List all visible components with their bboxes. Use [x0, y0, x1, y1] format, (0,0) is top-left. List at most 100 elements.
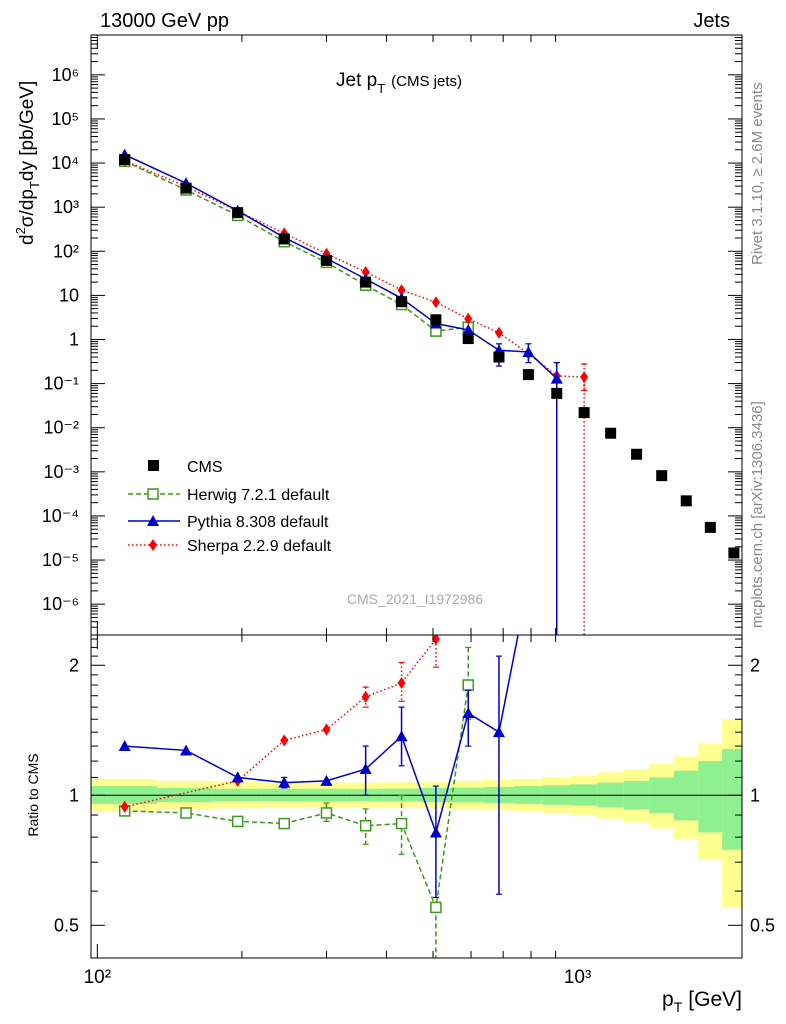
y-tick-label: 10⁵ — [52, 109, 79, 129]
plot-title-qualifier: (CMS jets) — [391, 73, 462, 90]
sherpa-main-point — [494, 326, 503, 339]
rivet-label: Rivet 3.1.10, ≥ 2.6M events — [749, 83, 766, 266]
cms-data-point — [578, 407, 590, 419]
y-tick-label: 10⁻² — [43, 418, 79, 438]
cms-data-point — [680, 495, 692, 507]
cms-data-point — [493, 351, 505, 363]
herwig-ratio-point — [180, 807, 192, 819]
legend-label-herwig: Herwig 7.2.1 default — [187, 487, 330, 504]
header-left: 13000 GeV pp — [100, 10, 229, 32]
y-tick-label: 10⁶ — [52, 65, 79, 85]
y-tick-label: 10⁴ — [51, 153, 79, 173]
cms-data-point — [360, 276, 372, 288]
y-tick-label: 1 — [69, 330, 79, 350]
cms-data-point — [396, 296, 408, 308]
pythia-ratio-point — [359, 763, 372, 775]
legend-label-cms: CMS — [187, 459, 223, 476]
legend-marker-sherpa — [149, 539, 157, 551]
sherpa-ratio-point — [120, 800, 129, 813]
y-tick-label: 10⁻⁴ — [42, 506, 79, 526]
sherpa-main-point — [464, 312, 473, 325]
herwig-ratio-point — [231, 815, 244, 828]
sherpa-main-point — [580, 371, 589, 384]
plot-title-main: Jet p — [336, 70, 377, 91]
ratio-panel — [91, 635, 742, 958]
plot-title: Jet pT (CMS jets) — [336, 70, 462, 96]
y-tick-label: 10⁻³ — [43, 462, 79, 482]
herwig-ratio-point — [430, 901, 442, 914]
sherpa-ratio-point — [361, 690, 370, 703]
sherpa-ratio-point — [280, 734, 289, 747]
pythia-main-point — [462, 323, 475, 335]
herwig-main-line — [124, 160, 469, 332]
cms-data-point — [605, 427, 617, 439]
herwig-ratio-point — [462, 679, 474, 691]
pythia-ratio-point — [395, 730, 408, 742]
pythia-ratio-exit — [498, 635, 519, 733]
ratio-y-tick-label-right: 2 — [750, 655, 760, 675]
cms-data-point — [704, 521, 716, 533]
ratio-y-tick-label: 0.5 — [54, 915, 79, 935]
cms-data-point — [232, 207, 244, 219]
sherpa-main-point — [431, 296, 440, 309]
main-y-label: d2σ/dpTdy [pb/GeV] — [13, 81, 42, 245]
ratio-y-tick-label-right: 1 — [750, 785, 760, 805]
cms-data-point — [320, 254, 332, 266]
cms-data-point — [430, 314, 442, 326]
ratio-frame — [90, 634, 743, 959]
x-tick-label: 10² — [84, 967, 111, 988]
cms-data-point — [656, 470, 668, 482]
legend-marker-herwig — [147, 488, 159, 500]
sherpa-ratio-point — [431, 635, 440, 646]
herwig-ratio-point — [320, 807, 333, 819]
y-tick-label: 10² — [53, 241, 79, 261]
y-tick-label: 10⁻⁶ — [42, 594, 79, 614]
pythia-main-point — [550, 372, 563, 384]
pythia-ratio-point — [180, 744, 193, 756]
cms-data-point — [522, 369, 534, 381]
axes: 10² 10³ 10⁶ 10⁵ 10⁴ 10³ 10² 10 1 10⁻¹ 10⁻² 10⁻³ 10⁻⁴… — [42, 34, 775, 988]
legend-marker-pythia — [147, 515, 159, 526]
cms-data-point — [180, 182, 192, 194]
legend: CMS Herwig 7.2.1 default Pythia 8.308 de… — [128, 459, 332, 555]
cms-data-point — [119, 154, 131, 166]
cms-data-point — [728, 547, 740, 559]
pythia-ratio-point — [118, 740, 131, 752]
cms-data-point — [631, 448, 643, 460]
herwig-ratio-point — [359, 820, 372, 832]
mcplots-label: mcplots.cern.ch [arXiv:1306.3436] — [749, 401, 766, 628]
y-tick-label: 10⁻⁵ — [42, 550, 79, 570]
pythia-ratio-point — [462, 707, 475, 719]
ratio-y-tick-label: 1 — [69, 785, 79, 805]
band-inner — [698, 761, 723, 833]
pythia-ratio-point — [320, 774, 333, 786]
y-tick-label: 10⁻¹ — [43, 374, 79, 394]
pythia-ratio-line — [124, 711, 500, 836]
analysis-id: CMS_2021_I1972986 — [347, 591, 483, 607]
ratio-y-tick-label-right: 0.5 — [750, 915, 775, 935]
pythia-ratio-point — [231, 771, 244, 783]
pythia-main-point — [522, 346, 535, 358]
header-right: Jets — [693, 10, 730, 32]
y-tick-label: 10³ — [53, 197, 79, 217]
sherpa-main-point — [397, 284, 406, 297]
herwig-ratio-point — [395, 817, 408, 830]
herwig-ratio-point — [278, 817, 290, 830]
sherpa-ratio-point — [322, 723, 331, 736]
pythia-ratio-point — [429, 826, 442, 838]
sherpa-ratio-point — [397, 676, 406, 689]
legend-label-sherpa: Sherpa 2.2.9 default — [187, 538, 332, 555]
y-tick-label: 10 — [59, 285, 79, 305]
band-inner — [722, 748, 742, 850]
cms-data-point — [462, 333, 474, 345]
plot-title-sub: T — [377, 81, 385, 96]
legend-marker-cms — [148, 460, 159, 471]
cms-data-point — [278, 233, 290, 245]
sherpa-main-point — [361, 265, 370, 278]
x-axis-label: pT [GeV] — [662, 988, 742, 1015]
main-panel — [118, 148, 740, 635]
pythia-ratio-point — [492, 726, 505, 738]
ratio-y-label: Ratio to CMS — [25, 753, 41, 836]
ratio-y-tick-label: 2 — [69, 655, 79, 675]
pythia-main-line — [124, 153, 558, 380]
